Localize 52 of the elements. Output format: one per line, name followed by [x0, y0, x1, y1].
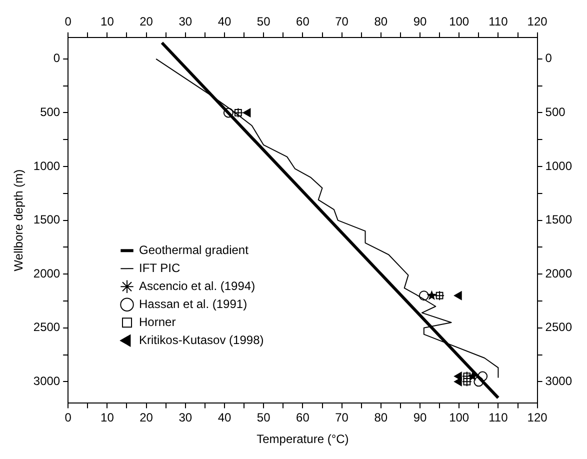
y2-tick-label: 1500: [545, 212, 572, 227]
x-tick-label: 50: [256, 410, 271, 425]
y2-tick-label: 500: [545, 105, 566, 120]
x2-tick-label: 100: [449, 14, 470, 29]
legend-label: Geothermal gradient: [139, 242, 250, 257]
point: [242, 108, 251, 118]
x-tick-label: 80: [374, 410, 388, 425]
y-tick-label: 500: [40, 105, 60, 120]
x-tick-label: 10: [100, 410, 114, 425]
x2-tick-label: 120: [527, 14, 548, 29]
x-axis-title: Temperature (°C): [256, 432, 349, 446]
x-tick-label: 30: [178, 410, 192, 425]
y2-tick-label: 2000: [545, 266, 572, 280]
legend-label: IFT PIC: [139, 260, 180, 275]
x2-tick-label: 80: [374, 14, 388, 29]
x2-tick-label: 20: [140, 14, 154, 29]
x2-tick-label: 70: [335, 14, 349, 29]
x-tick-label: 40: [218, 410, 232, 425]
legend-label: Kritikos-Kutasov (1998): [139, 332, 264, 347]
y-tick-label: 1500: [33, 212, 60, 227]
y2-tick-label: 3000: [545, 374, 572, 388]
y2-tick-label: 0: [545, 51, 552, 66]
x-tick-label: 120: [527, 410, 548, 425]
y2-tick-label: 2500: [545, 320, 572, 334]
y-tick-label: 3000: [33, 374, 60, 388]
x-tick-label: 70: [335, 410, 349, 425]
y-tick-label: 2000: [33, 266, 60, 280]
x2-tick-label: 40: [218, 14, 232, 29]
x2-tick-label: 60: [296, 14, 310, 29]
y-tick-label: 0: [53, 51, 60, 66]
x2-tick-label: 30: [178, 14, 192, 29]
x-tick-label: 0: [64, 410, 72, 425]
y-tick-label: 1000: [33, 158, 60, 173]
y-axis-title: Wellbore depth (m): [12, 169, 26, 272]
legend-label: Hassan et al. (1991): [139, 296, 248, 311]
point: [454, 377, 462, 386]
point: [454, 291, 462, 300]
legend-label: Horner: [139, 314, 176, 329]
x2-tick-label: 10: [100, 14, 114, 29]
y2-tick-label: 1000: [545, 158, 572, 173]
x-tick-label: 90: [413, 410, 427, 425]
x-tick-label: 60: [296, 410, 310, 425]
y-tick-label: 2500: [33, 320, 60, 334]
point: [426, 290, 437, 300]
x2-tick-label: 0: [64, 14, 72, 29]
x-tick-label: 110: [488, 410, 508, 425]
x2-tick-label: 90: [413, 14, 427, 29]
x2-tick-label: 110: [488, 14, 508, 29]
x-tick-label: 20: [140, 410, 154, 425]
legend-label: Ascencio et al. (1994): [139, 278, 256, 293]
x2-tick-label: 50: [256, 14, 271, 29]
x-tick-label: 100: [449, 410, 470, 425]
